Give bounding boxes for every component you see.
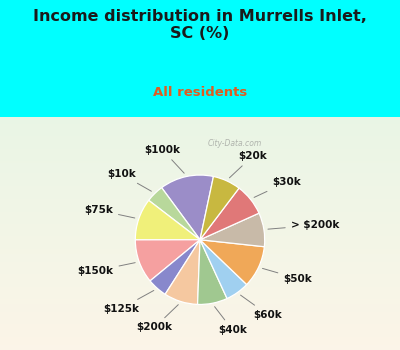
Wedge shape xyxy=(200,213,265,247)
Text: $50k: $50k xyxy=(262,268,312,284)
Text: All residents: All residents xyxy=(153,86,247,99)
Text: $60k: $60k xyxy=(240,295,282,320)
Wedge shape xyxy=(165,240,200,304)
Wedge shape xyxy=(198,240,227,304)
Text: $75k: $75k xyxy=(84,205,135,218)
Text: Income distribution in Murrells Inlet,
SC (%): Income distribution in Murrells Inlet, S… xyxy=(33,9,367,41)
Text: $125k: $125k xyxy=(103,290,154,314)
Wedge shape xyxy=(162,175,214,240)
Wedge shape xyxy=(149,188,200,240)
Text: > $200k: > $200k xyxy=(268,220,339,230)
Wedge shape xyxy=(200,240,264,285)
Text: City-Data.com: City-Data.com xyxy=(207,139,262,148)
Wedge shape xyxy=(135,200,200,240)
Wedge shape xyxy=(200,188,259,240)
Text: $20k: $20k xyxy=(230,151,267,178)
Text: $200k: $200k xyxy=(136,304,178,332)
Wedge shape xyxy=(200,240,247,299)
Text: $100k: $100k xyxy=(145,145,184,173)
Wedge shape xyxy=(150,240,200,294)
Text: $30k: $30k xyxy=(254,177,300,197)
Text: $40k: $40k xyxy=(215,307,247,335)
Wedge shape xyxy=(200,176,239,240)
Text: $150k: $150k xyxy=(78,262,135,276)
Text: $10k: $10k xyxy=(107,169,151,191)
Wedge shape xyxy=(135,240,200,281)
